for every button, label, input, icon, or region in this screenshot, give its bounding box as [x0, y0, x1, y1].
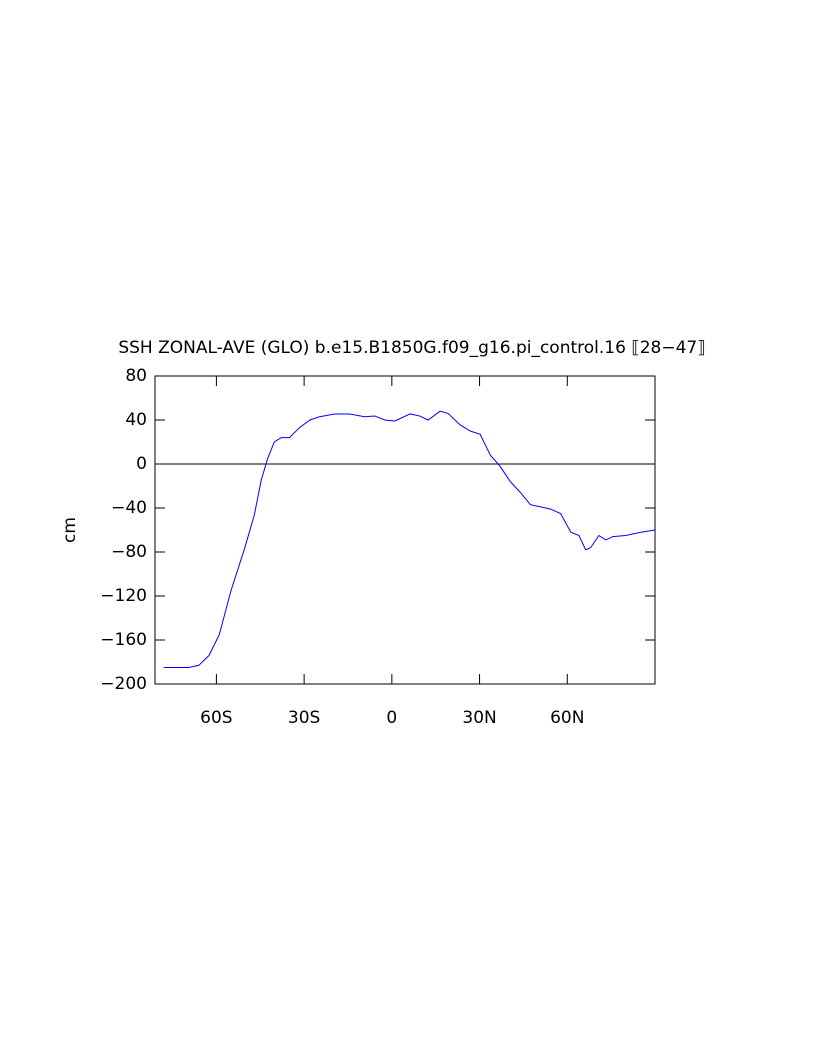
x-tick-label: 60S: [200, 708, 232, 728]
y-tick-label: 80: [125, 366, 147, 386]
x-tick-label: 30N: [462, 708, 496, 728]
y-tick-label: 40: [125, 410, 147, 430]
y-tick-label: −40: [111, 498, 147, 518]
y-axis-label: cm: [60, 517, 80, 543]
x-tick-label: 60N: [550, 708, 584, 728]
plot-frame: [154, 375, 656, 685]
y-tick-label: −80: [111, 542, 147, 562]
x-tick-label: 0: [386, 708, 397, 728]
x-tick-label: 30S: [288, 708, 320, 728]
y-tick-label: −120: [100, 586, 147, 606]
y-tick-label: −200: [100, 674, 147, 694]
y-tick-label: 0: [136, 454, 147, 474]
y-tick-label: −160: [100, 630, 147, 650]
chart-title: SSH ZONAL-AVE (GLO) b.e15.B1850G.f09_g16…: [118, 338, 705, 358]
data-line: [163, 410, 656, 668]
